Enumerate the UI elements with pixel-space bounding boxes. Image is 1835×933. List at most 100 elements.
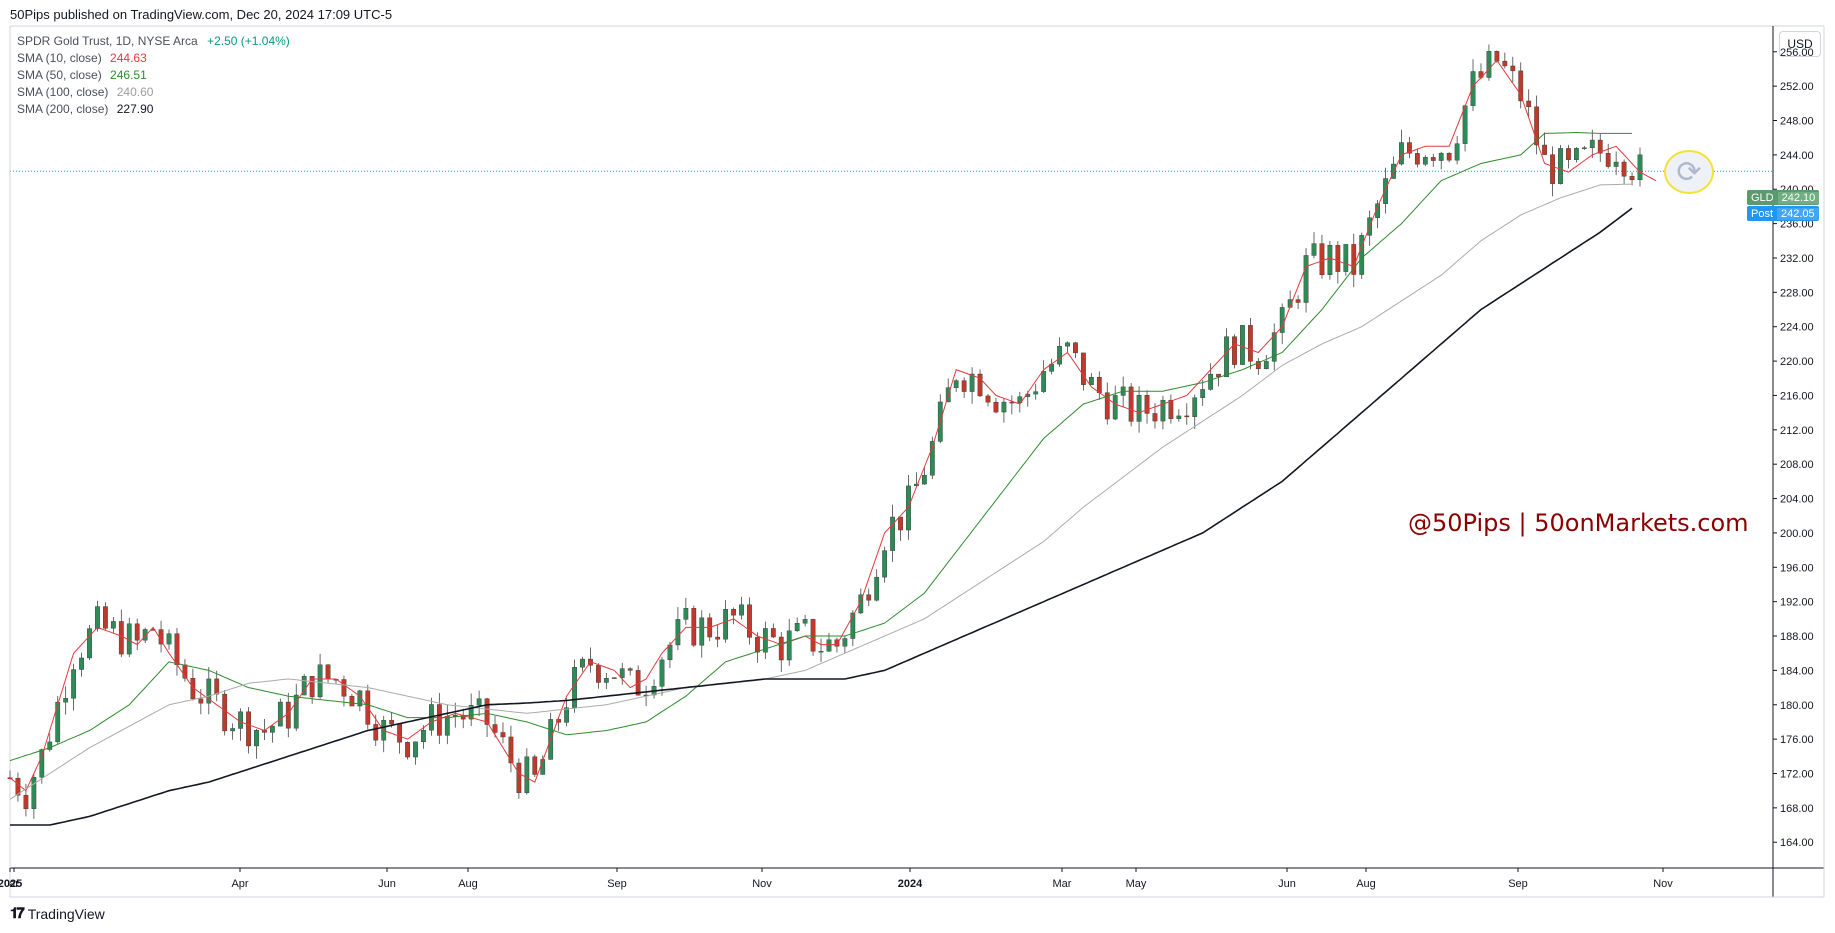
candle-body [389,720,395,725]
candle-body [23,795,29,809]
watermark-text: @50Pips | 50onMarkets.com [1408,509,1749,537]
candle-body [659,659,665,687]
y-tick-label: 188.00 [1780,631,1814,643]
y-tick-label: 176.00 [1780,734,1814,746]
candle-body [1494,51,1500,62]
candle-body [1025,393,1031,397]
gld-price-tag: GLD 242.10 [1747,190,1820,205]
candle-body [969,373,975,392]
candle-body [270,725,275,733]
currency-button[interactable]: USD [1779,31,1821,57]
candle-body [588,658,593,666]
y-tick-label: 232.00 [1780,253,1814,265]
gld-tag-value: 242.10 [1777,191,1820,204]
candle-body [707,617,713,638]
candle-body [1589,139,1595,148]
legend-sma-10[interactable]: SMA (10, close) 244.63 [17,50,290,67]
candle-body [842,638,848,647]
sma-line-1 [9,131,1632,762]
y-tick-label: 224.00 [1780,322,1814,334]
candle-body [63,698,69,703]
candle-body [1343,244,1349,272]
candle-body [1621,161,1627,177]
tradingview-footer[interactable]: 𝟏𝟕 TradingView [10,905,105,922]
candle-body [1438,152,1444,161]
candle-body [723,609,728,640]
candle-body [818,650,824,653]
candle-body [627,668,633,671]
candle-body [262,729,267,733]
candle-body [214,678,220,695]
y-tick-label: 220.00 [1780,356,1814,368]
candle-body [675,619,681,646]
candle-body [683,608,689,620]
candle-body [190,678,196,700]
candle-body [524,756,530,793]
candle-body [246,711,251,747]
candle-body [1502,60,1508,67]
candle-body [1542,144,1547,155]
candle-body [1486,51,1492,78]
sma-line-2 [9,183,1633,800]
legend-sma-100[interactable]: SMA (100, close) 240.60 [17,84,290,101]
sma-lines [9,59,1657,826]
candle-body [834,639,840,647]
y-tick-label: 212.00 [1780,425,1814,437]
candle-body [770,628,776,638]
sma-100-label: SMA (100, close) [17,85,109,99]
legend-sma-200[interactable]: SMA (200, close) 227.90 [17,101,290,118]
candle-body [1462,105,1468,144]
candle-body [1534,106,1540,146]
x-tick-label: 2025 [0,878,22,890]
candle-body [1081,352,1086,385]
candle-body [1430,157,1436,161]
candle-body [1248,325,1253,362]
candle-body [1240,325,1245,365]
candle-body [468,705,474,720]
candle-body [1255,361,1261,370]
candle-body [349,696,355,707]
candle-body [794,623,800,632]
candle-body [444,716,450,736]
candle-body [1017,396,1023,404]
candle-body [802,619,808,624]
candle-body [309,676,315,698]
candle-body [1637,154,1643,180]
candle-body [15,777,21,796]
y-tick-label: 228.00 [1780,287,1814,299]
y-tick-label: 208.00 [1780,459,1814,471]
candle-body [1629,176,1635,180]
candle-body [1407,142,1412,154]
candle-body [945,387,951,403]
x-tick-label: Jun [378,878,396,890]
candle-body [238,711,243,729]
candle-body [580,658,585,668]
candle-body [476,698,482,706]
candle-body [1136,394,1142,422]
y-tick-label: 184.00 [1780,665,1814,677]
candle-body [484,698,490,725]
y-tick-label: 204.00 [1780,494,1814,506]
sma-line-0 [9,59,1657,792]
candle-body [460,714,466,720]
price-change: +2.50 (+1.04%) [207,34,290,48]
legend-symbol-row: SPDR Gold Trust, 1D, NYSE Arca +2.50 (+1… [17,33,290,50]
candle-body [1391,163,1396,179]
candle-body [1104,392,1110,420]
candle-body [39,749,45,778]
candle-body [333,679,339,681]
candle-body [1200,389,1206,398]
y-tick-label: 192.00 [1780,597,1814,609]
x-tick-label: Nov [752,878,772,890]
refresh-icon[interactable]: ⟳ [1664,150,1714,194]
candle-body [277,701,283,727]
candle-body [532,756,538,775]
candle-body [826,639,832,652]
candle-body [1271,332,1277,362]
candle-body [301,676,307,696]
legend-sma-50[interactable]: SMA (50, close) 246.51 [17,67,290,84]
post-price-tag: Post 242.05 [1747,206,1819,221]
candle-body [1232,336,1237,365]
candle-body [874,576,880,601]
